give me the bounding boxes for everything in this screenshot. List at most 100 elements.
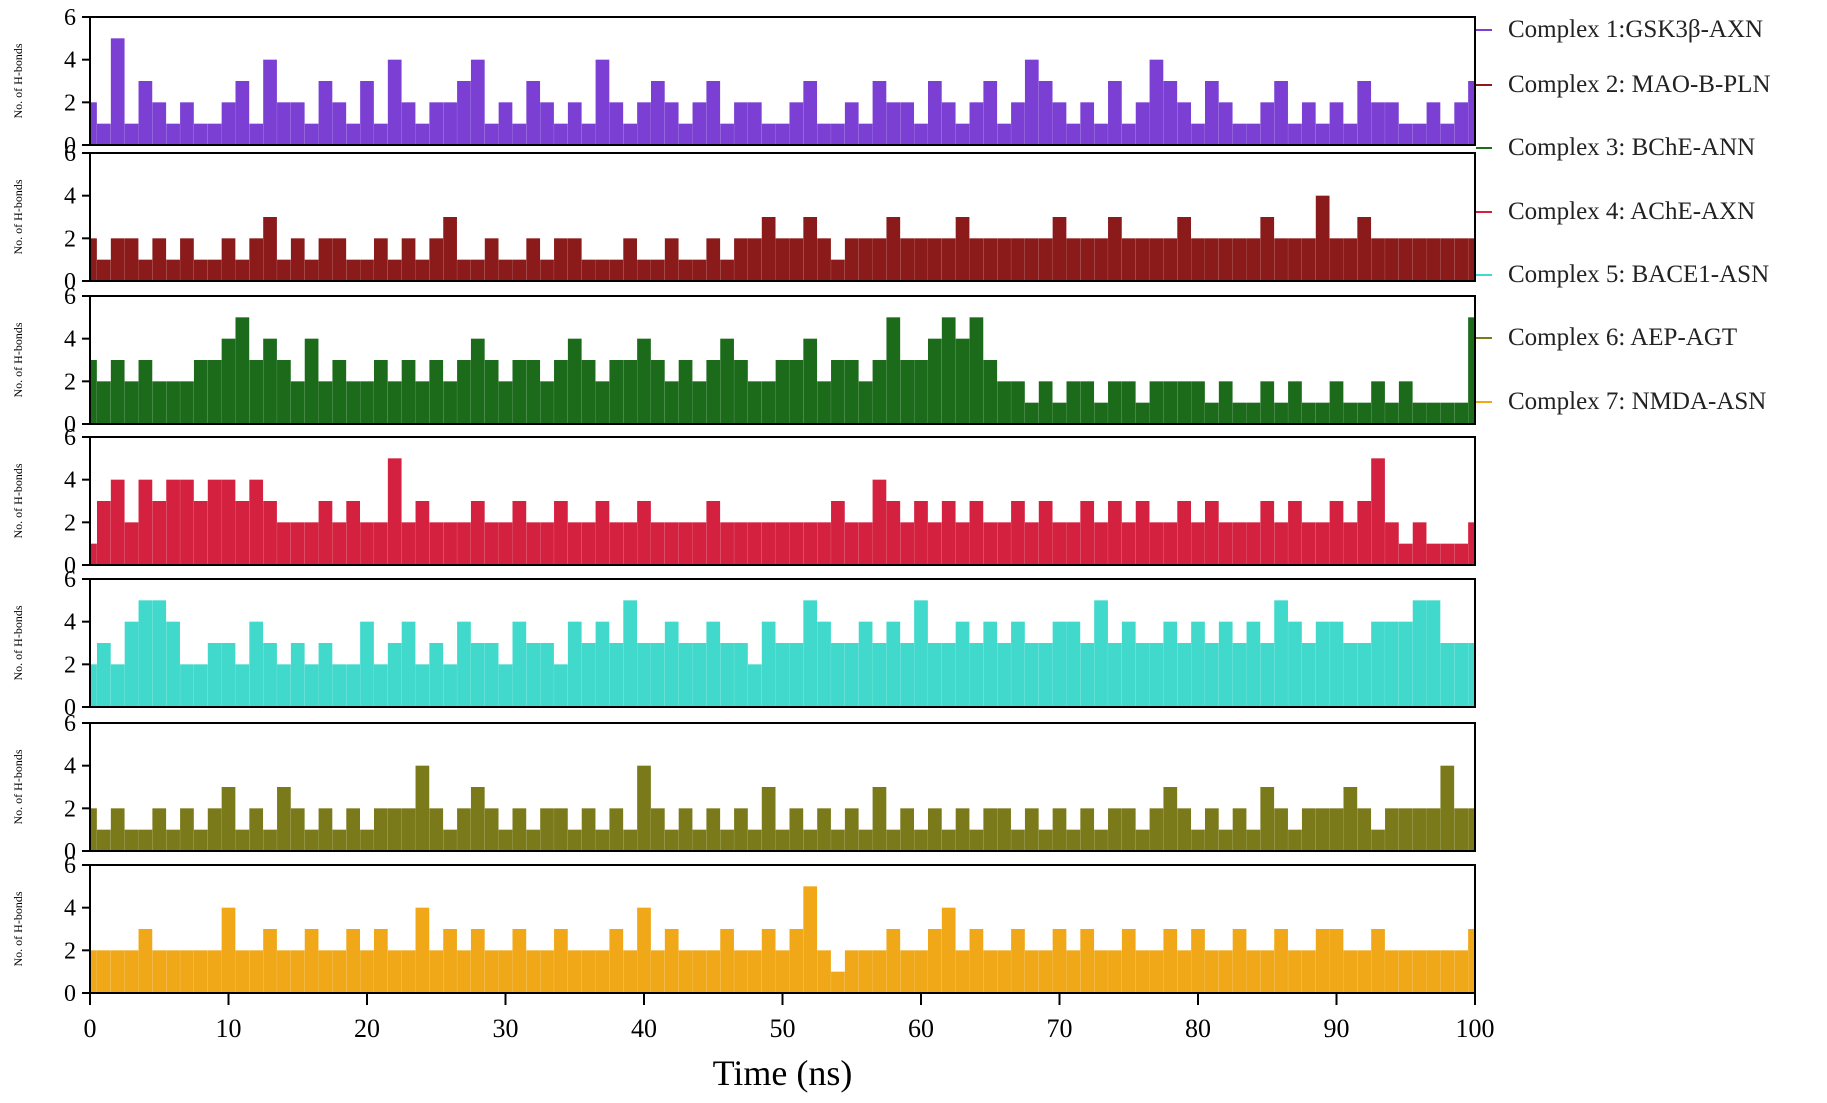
bar-panel-4 (637, 501, 651, 565)
bar-panel-2 (1385, 238, 1399, 281)
bar-panel-7 (1315, 929, 1330, 993)
bar-panel-3 (415, 381, 430, 424)
bar-panel-3 (720, 338, 734, 424)
bar-panel-5 (498, 664, 513, 707)
bar-panel-5 (90, 664, 97, 707)
bar-panel-4 (207, 479, 222, 565)
bar-panel-7 (623, 950, 638, 993)
bar-panel-2 (318, 238, 333, 281)
bar-panel-1 (346, 123, 361, 145)
bar-panel-2 (1108, 217, 1122, 281)
bar-panel-3 (1177, 381, 1192, 424)
bar-panel-6 (1080, 808, 1095, 851)
bar-panel-2 (429, 238, 444, 281)
bar-panel-5 (844, 643, 859, 707)
bar-panel-4 (789, 522, 804, 565)
bar-panel-1 (498, 102, 513, 145)
bar-panel-4 (1440, 543, 1455, 565)
bar-panel-1 (221, 102, 236, 145)
legend-swatch (1476, 274, 1492, 276)
bar-panel-7 (1177, 950, 1192, 993)
bar-panel-1 (318, 81, 333, 145)
legend-item-complex-2: Complex 2: MAO-B-PLN (1476, 65, 1826, 105)
bar-panel-6 (844, 808, 859, 851)
bar-panel-1 (193, 123, 208, 145)
bar-panel-7 (526, 950, 541, 993)
bar-panel-6 (166, 829, 180, 851)
bar-panel-2 (1135, 238, 1150, 281)
bar-panel-4 (540, 522, 554, 565)
bar-panel-3 (90, 360, 97, 424)
legend-swatch (1476, 211, 1492, 213)
bar-panel-4 (221, 479, 236, 565)
bar-panel-4 (1177, 501, 1192, 565)
bar-panel-2 (373, 238, 388, 281)
bar-panel-7 (1052, 929, 1067, 993)
bar-panel-6 (1315, 808, 1330, 851)
bar-panel-4 (941, 501, 956, 565)
bar-panel-2 (401, 238, 416, 281)
bar-panel-3 (429, 360, 444, 424)
bar-panel-3 (969, 317, 984, 424)
bar-panel-2 (484, 238, 499, 281)
bar-panel-6 (1246, 829, 1261, 851)
bar-panel-2 (941, 238, 956, 281)
bar-panel-7 (498, 950, 513, 993)
bar-panel-5 (734, 643, 748, 707)
bar-panel-4 (318, 501, 333, 565)
bar-panel-4 (1108, 501, 1122, 565)
bar-panel-2 (96, 259, 111, 281)
legend-label: Complex 3: BChE-ANN (1508, 134, 1756, 161)
bar-panel-4 (360, 522, 374, 565)
legend-swatch (1476, 29, 1492, 31)
bar-panel-7 (914, 950, 928, 993)
bar-panel-7 (470, 929, 485, 993)
bar-panel-1 (1440, 123, 1455, 145)
bar-panel-4 (844, 522, 859, 565)
bar-panel-1 (470, 59, 485, 145)
bar-panel-5 (900, 643, 915, 707)
bar-panel-6 (914, 829, 928, 851)
bar-panel-6 (637, 765, 651, 851)
bar-panel-3 (221, 338, 236, 424)
bar-panel-2 (1149, 238, 1164, 281)
bar-panel-7 (886, 929, 901, 993)
legend-swatch (1476, 337, 1492, 339)
bar-panel-4 (138, 479, 153, 565)
legend-item-complex-1: Complex 1:GSK3β-AXN (1476, 10, 1826, 50)
bar-panel-1 (1288, 123, 1302, 145)
bar-panel-3 (775, 360, 790, 424)
bar-panel-6 (1121, 808, 1136, 851)
bar-panel-3 (470, 338, 485, 424)
bar-panel-3 (1440, 402, 1455, 424)
bar-panel-3 (900, 360, 915, 424)
bar-panel-1 (1232, 123, 1247, 145)
bar-panel-7 (1412, 950, 1427, 993)
bar-panel-5 (443, 664, 457, 707)
bar-panel-3 (332, 360, 347, 424)
bar-panel-4 (1426, 543, 1441, 565)
bar-panel-1 (803, 81, 818, 145)
bar-panel-1 (554, 123, 568, 145)
bar-panel-4 (1011, 501, 1025, 565)
bar-panel-3 (664, 381, 679, 424)
bar-panel-6 (332, 829, 347, 851)
bar-panel-5 (484, 643, 499, 707)
bar-panel-4 (609, 522, 624, 565)
y-tick-label: 2 (64, 796, 76, 822)
bar-panel-7 (1121, 929, 1136, 993)
bar-panel-3 (678, 360, 693, 424)
bar-panel-7 (678, 950, 693, 993)
bar-panel-3 (443, 381, 457, 424)
bar-panel-6 (1371, 829, 1385, 851)
bar-panel-2 (1177, 217, 1192, 281)
bar-panel-4 (969, 501, 984, 565)
bar-panel-3 (180, 381, 194, 424)
bar-panel-4 (1398, 543, 1413, 565)
bar-panel-2 (277, 259, 291, 281)
bar-panel-4 (567, 522, 582, 565)
bar-panel-6 (775, 829, 790, 851)
bar-panel-1 (1329, 102, 1344, 145)
bar-panel-4 (1343, 522, 1358, 565)
bar-panel-5 (858, 621, 873, 707)
